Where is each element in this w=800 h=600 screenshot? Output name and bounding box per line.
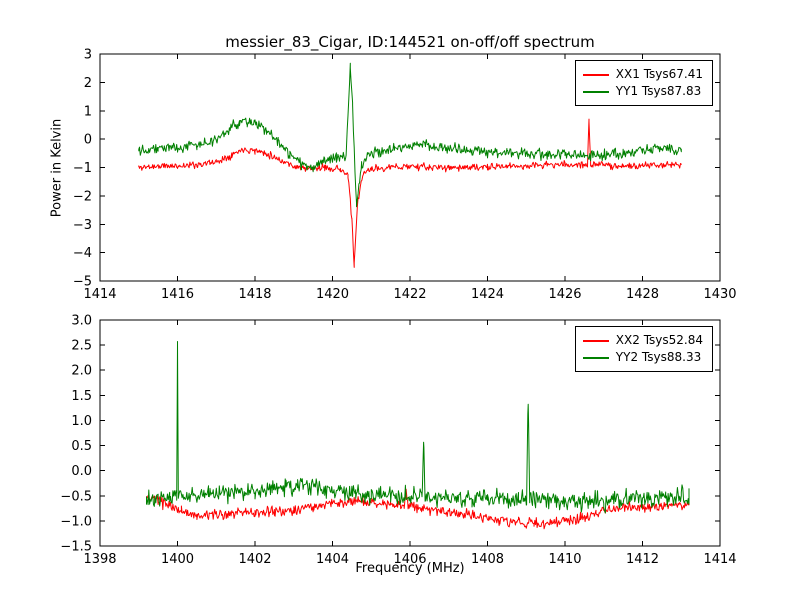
x-tick-label: 1420 (316, 287, 349, 302)
legend-entry: YY1 Tsys87.83 (582, 83, 703, 100)
series-line-yy2 (146, 341, 690, 514)
x-tick-label: 1414 (83, 287, 116, 302)
y-tick-label: 1 (84, 104, 92, 119)
x-tick-label: 1410 (548, 552, 581, 567)
legend-subplot-1: XX1 Tsys67.41 YY1 Tsys87.83 (574, 60, 713, 106)
legend-line-sample (582, 90, 609, 93)
y-tick-label: −1.5 (60, 540, 92, 555)
y-tick-label: 2.0 (71, 364, 92, 379)
series-line-xx2 (146, 488, 690, 530)
legend-label: XX1 Tsys67.41 (615, 67, 703, 81)
y-tick-label: 1.0 (71, 414, 92, 429)
x-tick-label: 1430 (703, 287, 736, 302)
legend-label: XX2 Tsys52.84 (615, 333, 703, 347)
legend-label: YY1 Tsys87.83 (615, 84, 702, 98)
legend-line-sample (582, 339, 609, 342)
legend-line-sample (582, 73, 609, 76)
legend-entry: XX2 Tsys52.84 (582, 332, 703, 349)
y-tick-label: −0.5 (60, 489, 92, 504)
series-line-xx1 (138, 118, 682, 268)
y-tick-label: −4 (73, 246, 92, 261)
legend-line-sample (582, 356, 609, 359)
x-tick-label: 1414 (703, 552, 736, 567)
x-tick-label: 1426 (548, 287, 581, 302)
y-tick-label: 3 (84, 48, 92, 63)
y-tick-label: −5 (73, 275, 92, 290)
x-tick-label: 1416 (161, 287, 194, 302)
y-tick-label: −1 (73, 161, 92, 176)
x-tick-label: 1412 (626, 552, 659, 567)
x-tick-label: 1406 (393, 552, 426, 567)
figure-title: messier_83_Cigar, ID:144521 on-off/off s… (225, 33, 595, 51)
x-tick-label: 1408 (471, 552, 504, 567)
legend-subplot-2: XX2 Tsys52.84 YY2 Tsys88.33 (574, 326, 713, 372)
legend-label: YY2 Tsys88.33 (615, 350, 702, 364)
y-tick-label: 0 (84, 133, 92, 148)
y-tick-label: 2 (84, 76, 92, 91)
x-tick-label: 1428 (626, 287, 659, 302)
subplot-1: 1414 1416 1418 1420 1422 1424 1426 1428 1430 −5 −4… (73, 48, 737, 303)
y-tick-label: −1.0 (60, 514, 92, 529)
y-tick-label: 2.5 (71, 339, 92, 354)
y-tick-label: 0.0 (71, 464, 92, 479)
legend-entry: YY2 Tsys88.33 (582, 349, 703, 366)
y-tick-label: 0.5 (71, 439, 92, 454)
legend-entry: XX1 Tsys67.41 (582, 66, 703, 83)
subplot-2: 1398 1400 1402 1404 1406 1408 1410 1412 1414 −1.5… (60, 314, 736, 568)
series-line-yy1 (138, 62, 682, 208)
x-tick-label: 1418 (238, 287, 271, 302)
x-tick-label: 1402 (238, 552, 271, 567)
y-tick-label: −2 (73, 189, 92, 204)
y-tick-label: 3.0 (71, 314, 92, 329)
y-axis-label: Power in Kelvin (49, 118, 65, 218)
x-tick-label: 1422 (393, 287, 426, 302)
y-tick-label: −3 (73, 218, 92, 233)
x-tick-label: 1400 (161, 552, 194, 567)
y-tick-label: 1.5 (71, 389, 92, 404)
x-axis-label: Frequency (MHz) (355, 561, 465, 576)
x-tick-label: 1398 (83, 552, 116, 567)
x-tick-label: 1404 (316, 552, 349, 567)
x-tick-label: 1424 (471, 287, 504, 302)
